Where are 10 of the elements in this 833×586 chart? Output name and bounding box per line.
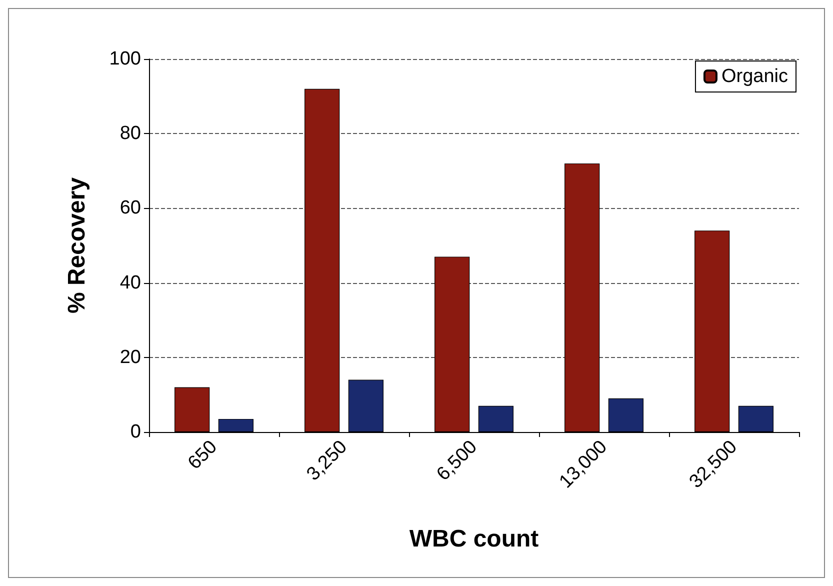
y-tick-label: 60 (120, 198, 141, 219)
y-tick-label: 0 (130, 422, 141, 442)
y-axis-title: % Recovery (64, 176, 90, 314)
y-tick-label: 40 (120, 272, 141, 294)
legend-label: Organic (721, 66, 788, 87)
x-axis-title: WBC count (409, 526, 539, 552)
y-tick-label: 20 (120, 346, 141, 368)
y-tick-label: 100 (109, 48, 141, 70)
x-tick-label: 650 (184, 436, 222, 474)
y-tick-label: 80 (120, 123, 141, 144)
